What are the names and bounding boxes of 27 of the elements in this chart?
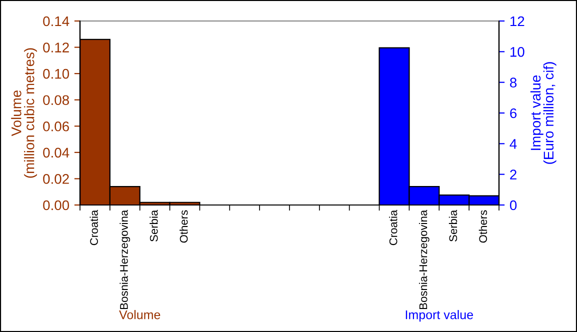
x-tick-label: Croatia: [389, 210, 398, 246]
y-tick-label: 0.14: [43, 16, 70, 26]
y2-tick-label: 0: [510, 200, 517, 210]
y2-tick-label: 6: [510, 108, 517, 118]
y2-axis-title: Import value (Euro million, cif): [530, 62, 556, 164]
y2-tick-label: 10: [510, 47, 524, 57]
x-tick-label: Bosnia-Herzegovina: [120, 210, 130, 309]
y-tick-label: 0.04: [43, 148, 70, 158]
x-tick-label: Bosnia-Herzegovina: [419, 210, 430, 309]
y-tick-label: 0.12: [43, 42, 69, 52]
y2-tick-label: 12: [510, 16, 524, 26]
y-tick-label: 0.10: [43, 68, 70, 79]
text: Import value: [406, 310, 473, 322]
y-tick-label: 0.00: [43, 200, 70, 210]
y2-tick-label: 4: [510, 139, 517, 149]
x-tick-label: Others: [478, 210, 488, 243]
x-tick-label: Others: [180, 210, 188, 243]
y-tick-label: 0.08: [43, 95, 69, 106]
y-axis-title: Volume (million cubic metres): [11, 48, 37, 178]
text: Volume: [119, 310, 160, 320]
x-tick-label: Serbia: [448, 210, 458, 242]
y-tick-label: 0.06: [43, 121, 69, 132]
y2-tick-label: 2: [510, 170, 516, 180]
x-tick-label: Serbia: [150, 210, 158, 242]
x-tick-label: Croatia: [90, 210, 98, 246]
y-tick-label: 0.02: [43, 174, 69, 184]
y2-tick-label: 8: [510, 78, 517, 88]
